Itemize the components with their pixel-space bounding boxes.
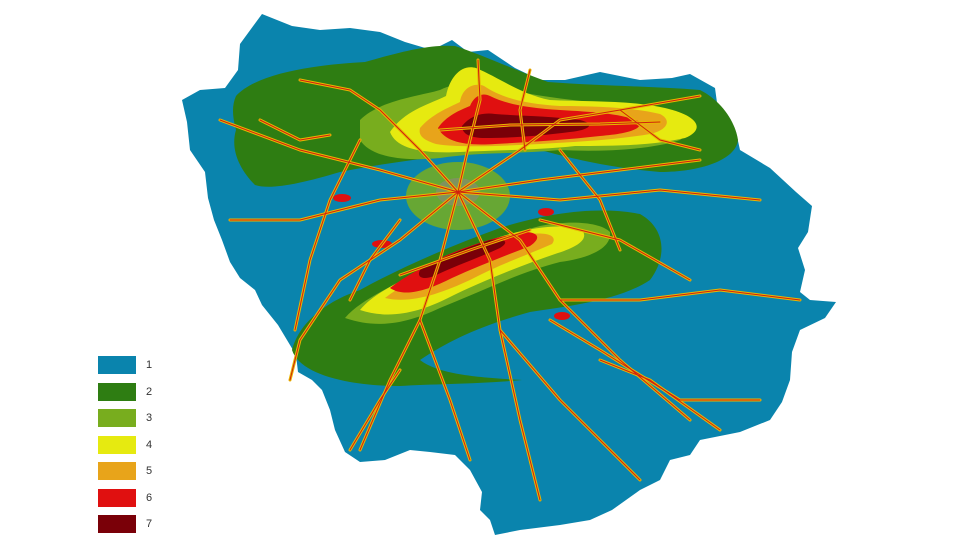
legend-swatch — [98, 515, 136, 534]
legend-swatch — [98, 488, 136, 507]
road-network — [218, 58, 802, 502]
legend-swatch — [98, 462, 136, 481]
legend-label: 4 — [146, 438, 153, 451]
legend-item-7: 7 — [98, 511, 168, 538]
legend-label: 5 — [146, 465, 153, 478]
hotspot-southeast — [554, 312, 570, 320]
legend-item-6: 6 — [98, 485, 168, 512]
hotspot-east — [538, 208, 554, 216]
legend-item-3: 3 — [98, 405, 168, 432]
legend-swatch — [98, 382, 136, 401]
legend: 1 2 3 4 5 6 7 — [98, 352, 168, 538]
legend-item-5: 5 — [98, 458, 168, 485]
hotspot-west — [333, 194, 351, 202]
legend-label: 2 — [146, 385, 153, 398]
legend-label: 3 — [146, 412, 153, 425]
legend-item-1: 1 — [98, 352, 168, 379]
legend-label: 1 — [146, 359, 153, 372]
legend-item-2: 2 — [98, 379, 168, 406]
legend-item-4: 4 — [98, 432, 168, 459]
legend-swatch — [98, 356, 136, 375]
legend-label: 7 — [146, 518, 153, 531]
legend-swatch — [98, 409, 136, 428]
legend-label: 6 — [146, 491, 153, 504]
legend-swatch — [98, 435, 136, 454]
